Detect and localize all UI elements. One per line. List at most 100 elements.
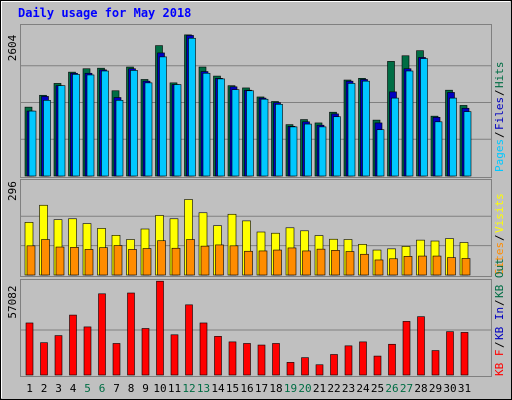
bar-pages	[275, 104, 283, 177]
x-tick-label: 17	[255, 382, 268, 395]
x-tick-label: 6	[99, 382, 106, 395]
bar-kbf	[98, 293, 106, 376]
x-tick-label: 16	[240, 382, 253, 395]
bar-pages	[202, 72, 211, 177]
bar-kbf	[185, 304, 193, 376]
bar-sites	[113, 245, 123, 276]
x-tick-label: 20	[298, 382, 311, 395]
bar-pages	[57, 85, 66, 177]
x-tick-label: 12	[182, 382, 195, 395]
x-tick-label: 23	[342, 382, 355, 395]
bar-kbf	[127, 292, 135, 376]
bar-pages	[72, 74, 80, 177]
legend-hits: Hits	[493, 62, 506, 89]
panel-hits-files-pages	[20, 24, 492, 178]
x-tick-label: 7	[113, 382, 120, 395]
ymax-label-middle: 296	[6, 181, 19, 201]
x-tick-label: 9	[142, 382, 149, 395]
bar-sites	[157, 240, 166, 276]
bar-pages	[260, 98, 269, 177]
bar-kbf	[243, 343, 251, 376]
bar-sites	[374, 259, 384, 276]
bar-pages	[376, 129, 385, 177]
bar-sites	[360, 253, 369, 276]
bar-kbf	[112, 343, 121, 376]
bar-sites	[302, 250, 311, 276]
legend-kbout: KB Out	[493, 258, 506, 298]
bar-sites	[171, 247, 181, 276]
bar-sites	[447, 257, 456, 276]
x-tick-label: 15	[226, 382, 239, 395]
ymax-label-bottom: 57082	[6, 285, 19, 318]
bar-sites	[461, 258, 471, 276]
bar-sites	[244, 250, 253, 276]
bar-kbf	[315, 364, 324, 376]
bar-sites	[389, 258, 398, 276]
legend-sep-5: /	[493, 299, 506, 306]
panel-kbytes	[20, 279, 492, 377]
bar-kbf	[40, 342, 48, 376]
legend-sep-3: /	[493, 234, 506, 241]
bar-sites	[84, 249, 94, 276]
bar-pages	[144, 82, 153, 177]
bar-sites	[331, 250, 340, 276]
bar-kbf	[83, 326, 92, 376]
bar-kbf	[69, 314, 77, 376]
bar-sites	[200, 245, 210, 276]
bar-sites	[287, 247, 297, 276]
bar-pages	[130, 70, 138, 177]
bar-kbf	[286, 362, 295, 376]
bar-sites	[418, 255, 427, 276]
bar-sites	[403, 256, 413, 276]
bar-pages	[449, 97, 457, 177]
x-tick-label: 31	[458, 382, 471, 395]
bar-kbf	[25, 322, 34, 376]
x-tick-label: 13	[197, 382, 210, 395]
x-tick-label: 25	[371, 382, 384, 395]
chart-title: Daily usage for May 2018	[18, 6, 191, 20]
bar-pages	[318, 126, 327, 177]
bar-pages	[434, 121, 443, 177]
bar-kbf	[228, 341, 237, 376]
bar-pages	[362, 80, 370, 177]
bar-pages	[86, 74, 95, 177]
x-tick-label: 14	[211, 382, 225, 395]
bar-kbf	[199, 322, 208, 376]
x-tick-label: 24	[356, 382, 370, 395]
bar-pages	[304, 123, 312, 177]
x-tick-label: 5	[84, 382, 91, 395]
bar-kbf	[359, 341, 367, 376]
x-tick-label: 30	[443, 382, 456, 395]
bar-pages	[391, 97, 399, 177]
bar-pages	[115, 100, 124, 177]
bar-pages	[217, 78, 225, 177]
legend-sites: Sites	[493, 242, 506, 275]
bar-pages	[420, 58, 428, 177]
bar-kbf	[170, 334, 179, 376]
x-tick-label: 11	[168, 382, 181, 395]
legend-bottom: KB F / KB In / KB Out	[493, 258, 506, 376]
ymax-label-top: 2604	[6, 34, 19, 61]
x-tick-label: 28	[414, 382, 427, 395]
panel-visits-sites	[20, 179, 492, 277]
bar-sites	[229, 245, 239, 276]
bar-pages	[43, 100, 51, 177]
bar-kbf	[402, 321, 411, 376]
x-tick-label: 29	[429, 382, 442, 395]
bar-kbf	[301, 357, 309, 376]
bar-sites	[99, 247, 108, 276]
bar-sites	[55, 246, 65, 276]
bar-sites	[142, 248, 152, 276]
bar-pages	[101, 70, 109, 177]
legend-visits: Visits	[493, 193, 506, 233]
bar-sites	[215, 244, 224, 276]
bar-sites	[345, 251, 355, 276]
bar-kbf	[431, 350, 440, 376]
bar-sites	[432, 255, 442, 276]
bar-sites	[273, 249, 282, 276]
bar-kbf	[344, 345, 353, 376]
x-tick-label: 4	[70, 382, 77, 395]
bar-kbf	[54, 335, 63, 376]
x-tick-label: 2	[41, 382, 48, 395]
